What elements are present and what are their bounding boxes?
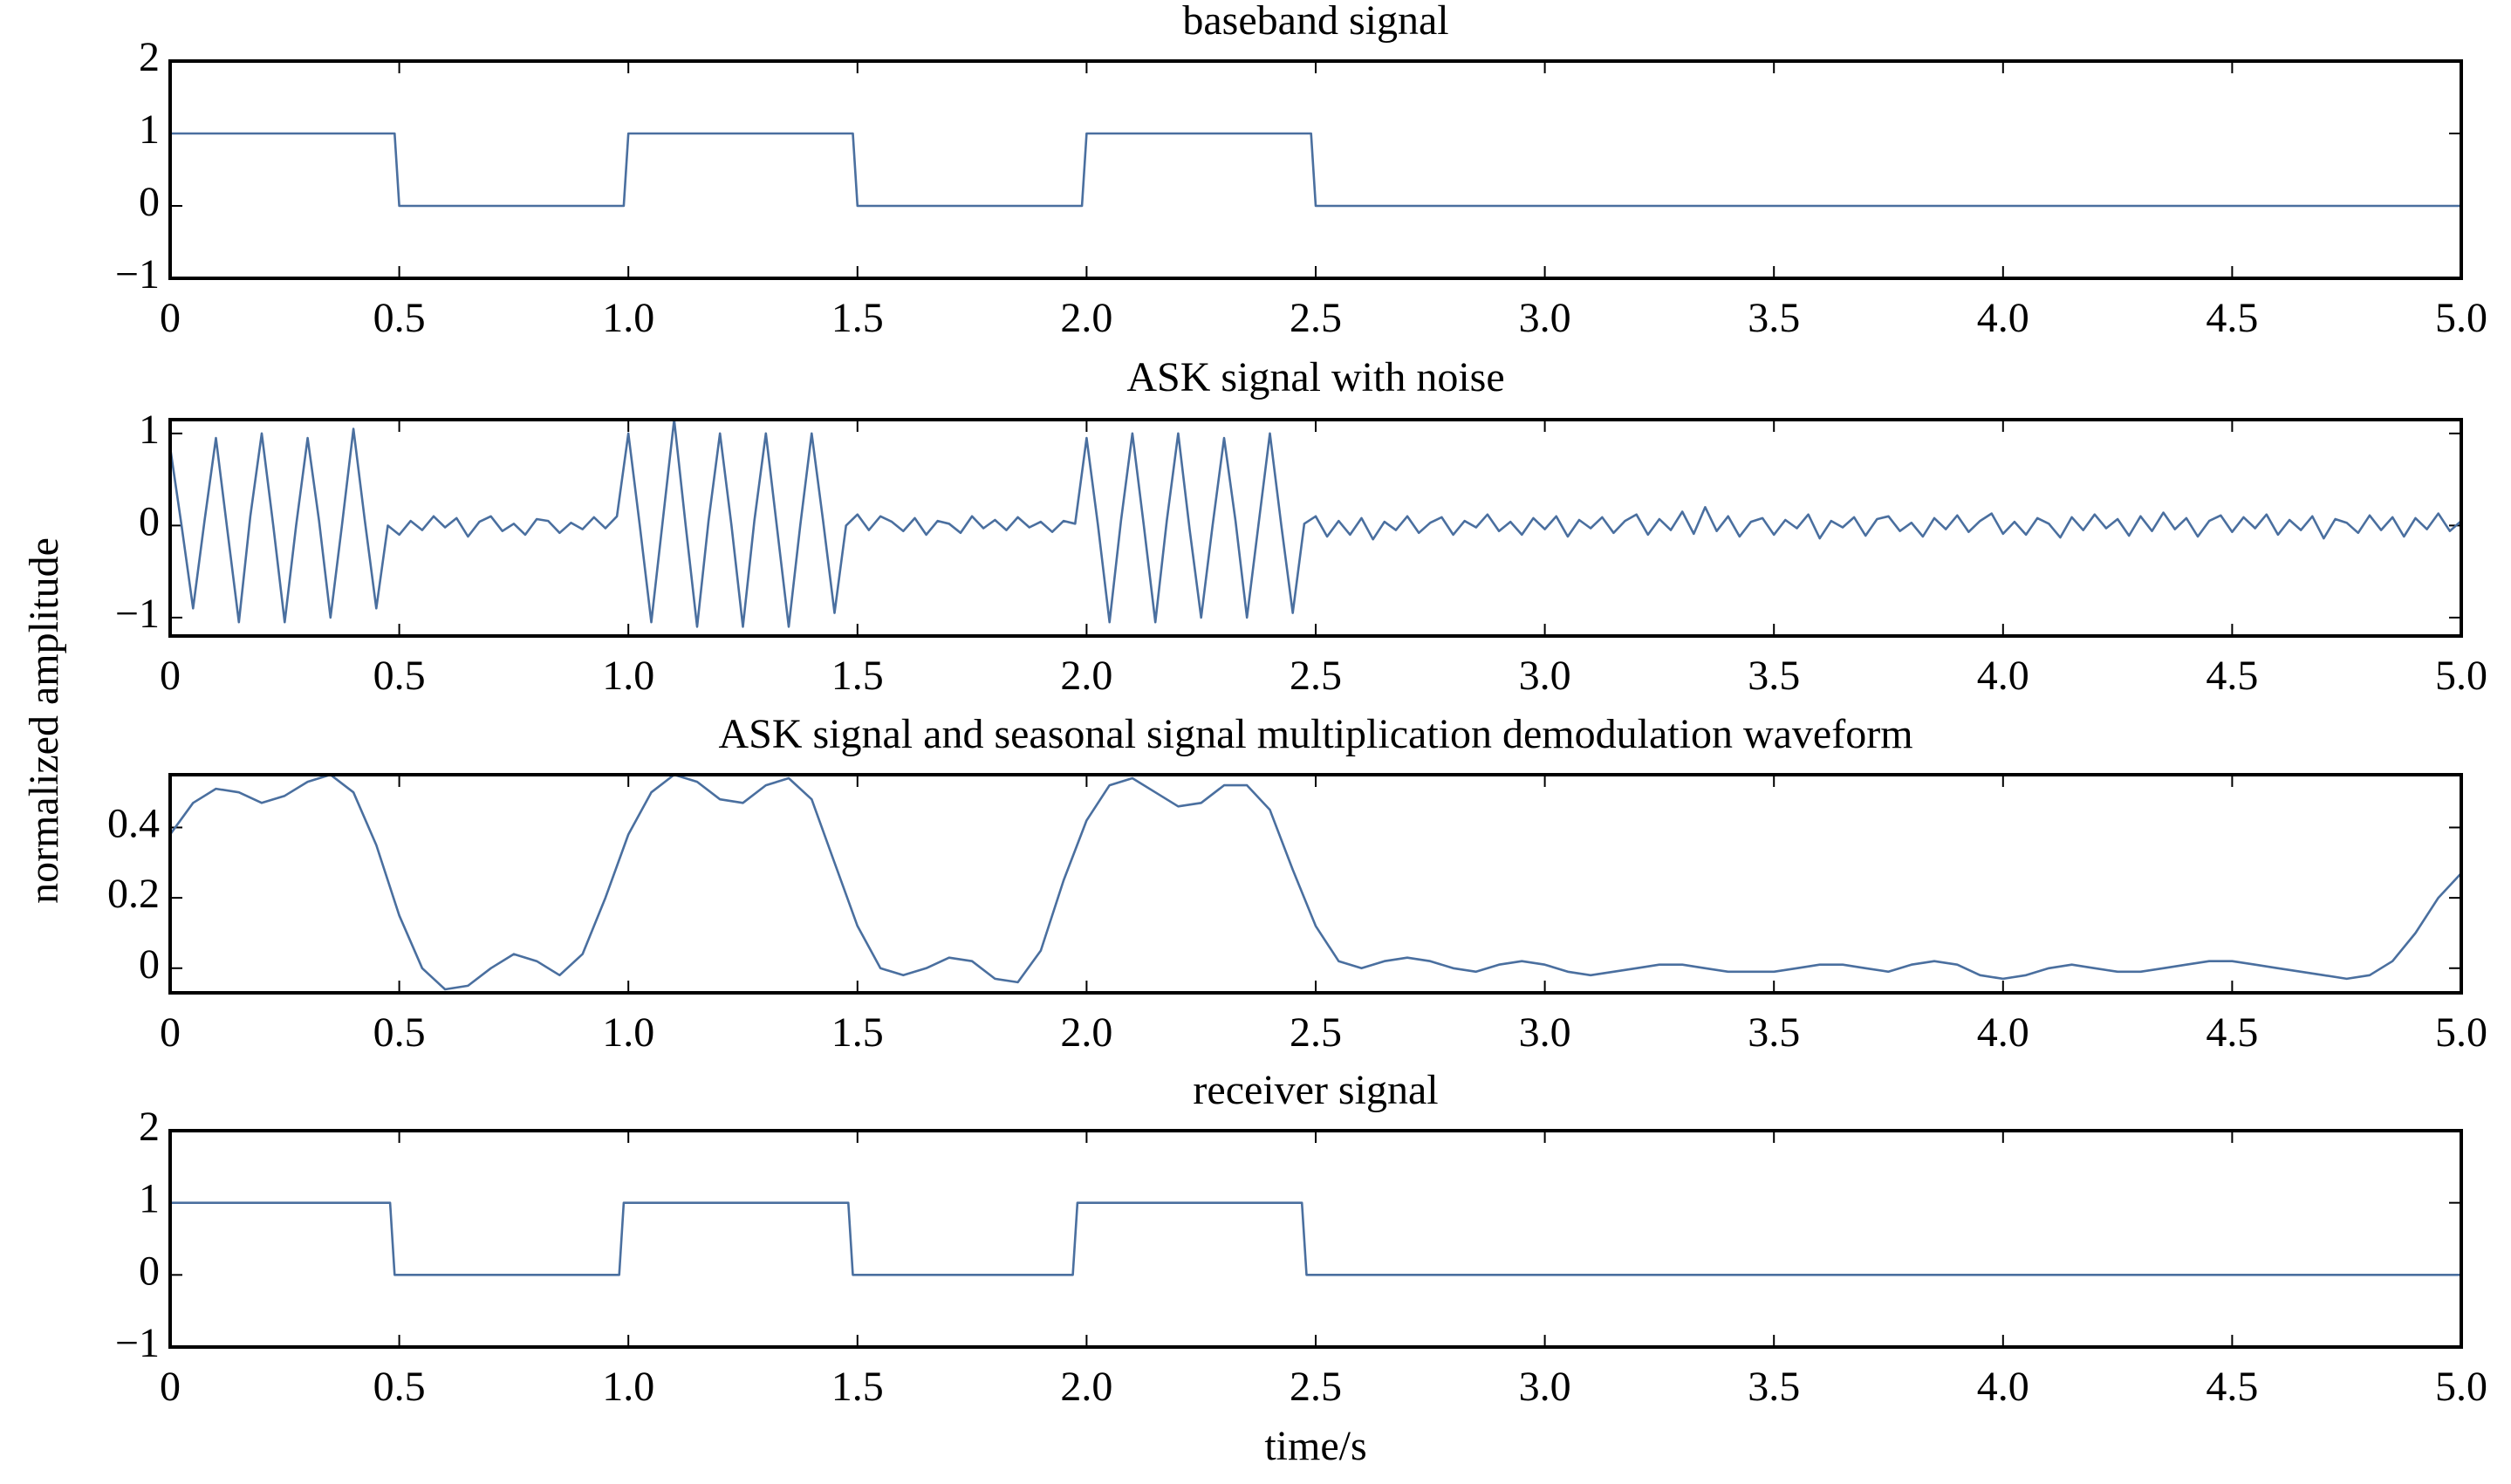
y-tick-label: 1	[139, 1176, 160, 1222]
x-tick-label: 5.0	[2435, 1009, 2487, 1056]
x-tick-label: 4.5	[2206, 1009, 2258, 1056]
x-tick-label: 5.0	[2435, 653, 2487, 699]
x-tick-label: 4.0	[1977, 653, 2029, 699]
x-tick-label: 1.0	[602, 1364, 654, 1410]
y-tick-label: 2	[139, 34, 160, 80]
x-tick-label: 4.0	[1977, 1009, 2029, 1056]
x-tick-label: 3.5	[1748, 653, 1800, 699]
axes-frame	[168, 418, 2463, 638]
x-tick-label: 1.5	[831, 1009, 884, 1056]
y-axis-label: normalized amplitude	[21, 537, 67, 904]
x-tick-label: 4.5	[2206, 1364, 2258, 1410]
y-tick-label: 0.2	[107, 871, 160, 917]
x-tick-label: 5.0	[2435, 295, 2487, 341]
y-tick-label: 1	[139, 407, 160, 453]
subplot-title: receiver signal	[1193, 1067, 1438, 1113]
x-tick-label: 2.0	[1060, 295, 1112, 341]
x-tick-label: 0	[160, 653, 181, 699]
y-tick-label: 0	[139, 941, 160, 988]
axes-frame	[168, 59, 2463, 280]
axes-frame	[168, 773, 2463, 995]
x-tick-label: 0.5	[373, 1009, 426, 1056]
subplot: baseband signal 0 0.5 1.0 1.5 2.0 2.5 3.0 3.5 4.0…	[115, 0, 2487, 341]
signal-line	[170, 420, 2461, 628]
subplot-title: ASK signal with noise	[1126, 354, 1504, 400]
subplot: ASK signal and seasonal signal multiplic…	[107, 711, 2487, 1056]
x-tick-label: 0.5	[373, 1364, 426, 1410]
x-tick-label: 4.0	[1977, 295, 2029, 341]
y-tick-label: 0.4	[107, 800, 160, 846]
x-tick-label: 2.0	[1060, 653, 1112, 699]
x-tick-label: 2.5	[1290, 1364, 1342, 1410]
x-tick-label: 2.0	[1060, 1364, 1112, 1410]
x-tick-label: 5.0	[2435, 1364, 2487, 1410]
x-tick-label: 2.5	[1290, 295, 1342, 341]
x-tick-label: 3.5	[1748, 295, 1800, 341]
x-axis-label: time/s	[1264, 1423, 1366, 1469]
x-tick-label: 1.0	[602, 653, 654, 699]
x-tick-label: 3.0	[1519, 1364, 1571, 1410]
x-tick-label: 0.5	[373, 653, 426, 699]
signal-line	[170, 775, 2461, 991]
y-tick-label: 0	[139, 1248, 160, 1294]
y-tick-label: 0	[139, 179, 160, 225]
x-tick-label: 4.0	[1977, 1364, 2029, 1410]
x-tick-label: 3.5	[1748, 1364, 1800, 1410]
y-tick-label: 1	[139, 106, 160, 153]
y-tick-label: 0	[139, 498, 160, 544]
x-tick-label: 1.0	[602, 295, 654, 341]
x-tick-label: 0	[160, 1364, 181, 1410]
signal-line	[170, 1201, 2461, 1276]
signal-line	[170, 132, 2461, 208]
x-tick-label: 0.5	[373, 295, 426, 341]
x-tick-label: 1.5	[831, 653, 884, 699]
x-tick-label: 1.5	[831, 1364, 884, 1410]
x-tick-label: 4.5	[2206, 653, 2258, 699]
x-tick-label: 1.0	[602, 1009, 654, 1056]
subplot-title: ASK signal and seasonal signal multiplic…	[718, 711, 1912, 757]
x-tick-label: 3.0	[1519, 1009, 1571, 1056]
x-tick-label: 4.5	[2206, 295, 2258, 341]
y-tick-label: −1	[115, 251, 160, 297]
y-tick-label: −1	[115, 1320, 160, 1366]
subplot: ASK signal with noise 0 0.5 1.0 1.5 2.0 2.5 3.0…	[115, 354, 2487, 699]
x-tick-label: 0	[160, 295, 181, 341]
x-tick-label: 3.0	[1519, 295, 1571, 341]
x-tick-label: 2.5	[1290, 653, 1342, 699]
y-tick-label: 2	[139, 1104, 160, 1150]
x-tick-label: 3.5	[1748, 1009, 1800, 1056]
y-tick-label: −1	[115, 591, 160, 637]
x-tick-label: 2.5	[1290, 1009, 1342, 1056]
x-tick-label: 1.5	[831, 295, 884, 341]
x-tick-label: 2.0	[1060, 1009, 1112, 1056]
x-tick-label: 0	[160, 1009, 181, 1056]
subplot: receiver signal 0 0.5 1.0 1.5 2.0 2.5 3.0 3.5 4.0…	[115, 1067, 2487, 1469]
axes-frame	[168, 1129, 2463, 1349]
x-tick-label: 3.0	[1519, 653, 1571, 699]
subplot-title: baseband signal	[1182, 0, 1448, 44]
